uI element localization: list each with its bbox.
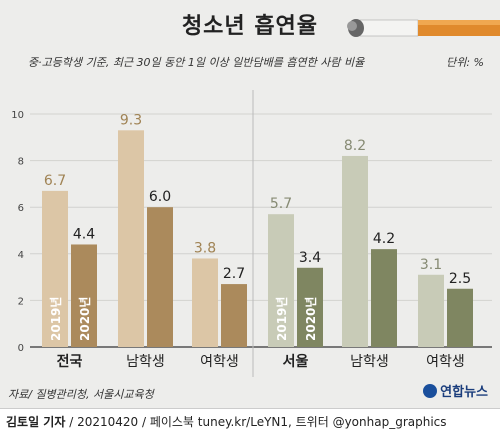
bar bbox=[71, 244, 97, 347]
credit-line: 김토일 기자 / 20210420 / 페이스북 tuney.kr/LeYN1,… bbox=[6, 413, 447, 430]
logo-text: 연합뉴스 bbox=[440, 385, 488, 400]
series-label: 2019년 bbox=[275, 297, 289, 341]
data-label: 8.2 bbox=[344, 138, 366, 154]
chart-subtitle: 중·고등학생 기준, 최근 30일 동안 1일 이상 일반담배를 흡연한 사람 … bbox=[28, 56, 365, 69]
bar bbox=[221, 284, 247, 347]
y-tick-label: 6 bbox=[18, 203, 24, 214]
logo-mark-icon bbox=[423, 384, 438, 398]
x-tick-label: 남학생 bbox=[350, 354, 389, 370]
credit-bar: 김토일 기자 / 20210420 / 페이스북 tuney.kr/LeYN1,… bbox=[0, 408, 500, 432]
bar bbox=[268, 214, 294, 347]
data-label: 5.7 bbox=[270, 196, 292, 212]
credit-rest: / 20210420 / 페이스북 tuney.kr/LeYN1, 트위터 @y… bbox=[65, 415, 447, 429]
source-label: 자료/ 질병관리청, 서울시교육청 bbox=[8, 388, 154, 401]
series-label: 2019년 bbox=[49, 297, 63, 341]
data-label: 3.4 bbox=[299, 250, 321, 266]
bar bbox=[342, 155, 368, 347]
x-tick-label: 서울 bbox=[283, 353, 309, 370]
cigarette-icon bbox=[347, 19, 500, 37]
x-tick-label: 여학생 bbox=[200, 354, 239, 370]
bar bbox=[418, 274, 444, 347]
bar bbox=[447, 288, 473, 347]
bar bbox=[192, 258, 218, 347]
y-tick-label: 8 bbox=[18, 157, 24, 168]
data-label: 3.1 bbox=[420, 257, 442, 273]
bar bbox=[371, 249, 397, 347]
bar bbox=[42, 190, 68, 347]
bar bbox=[297, 267, 323, 347]
publisher-logo: 연합뉴스 bbox=[423, 381, 488, 400]
author-name: 김토일 기자 bbox=[6, 415, 66, 429]
x-tick-label: 여학생 bbox=[426, 354, 465, 370]
x-tick-label: 남학생 bbox=[126, 354, 165, 370]
data-label: 4.4 bbox=[73, 226, 95, 242]
y-tick-label: 10 bbox=[11, 110, 24, 121]
bar bbox=[147, 207, 173, 347]
data-label: 3.8 bbox=[194, 240, 216, 256]
series-label: 2020년 bbox=[304, 297, 318, 341]
chart-title: 청소년 흡연율 bbox=[181, 14, 319, 39]
data-label: 2.5 bbox=[449, 271, 471, 287]
data-label: 2.7 bbox=[223, 266, 245, 282]
unit-label: 단위: % bbox=[446, 56, 484, 69]
y-tick-label: 4 bbox=[18, 250, 24, 261]
data-label: 6.0 bbox=[149, 189, 171, 205]
y-tick-label: 2 bbox=[18, 296, 24, 307]
data-label: 4.2 bbox=[373, 231, 395, 247]
data-label: 9.3 bbox=[120, 112, 142, 128]
y-tick-label: 0 bbox=[18, 343, 24, 354]
data-label: 6.7 bbox=[44, 173, 66, 189]
x-tick-label: 전국 bbox=[57, 353, 83, 370]
series-label: 2020년 bbox=[78, 297, 92, 341]
bar bbox=[118, 130, 144, 347]
